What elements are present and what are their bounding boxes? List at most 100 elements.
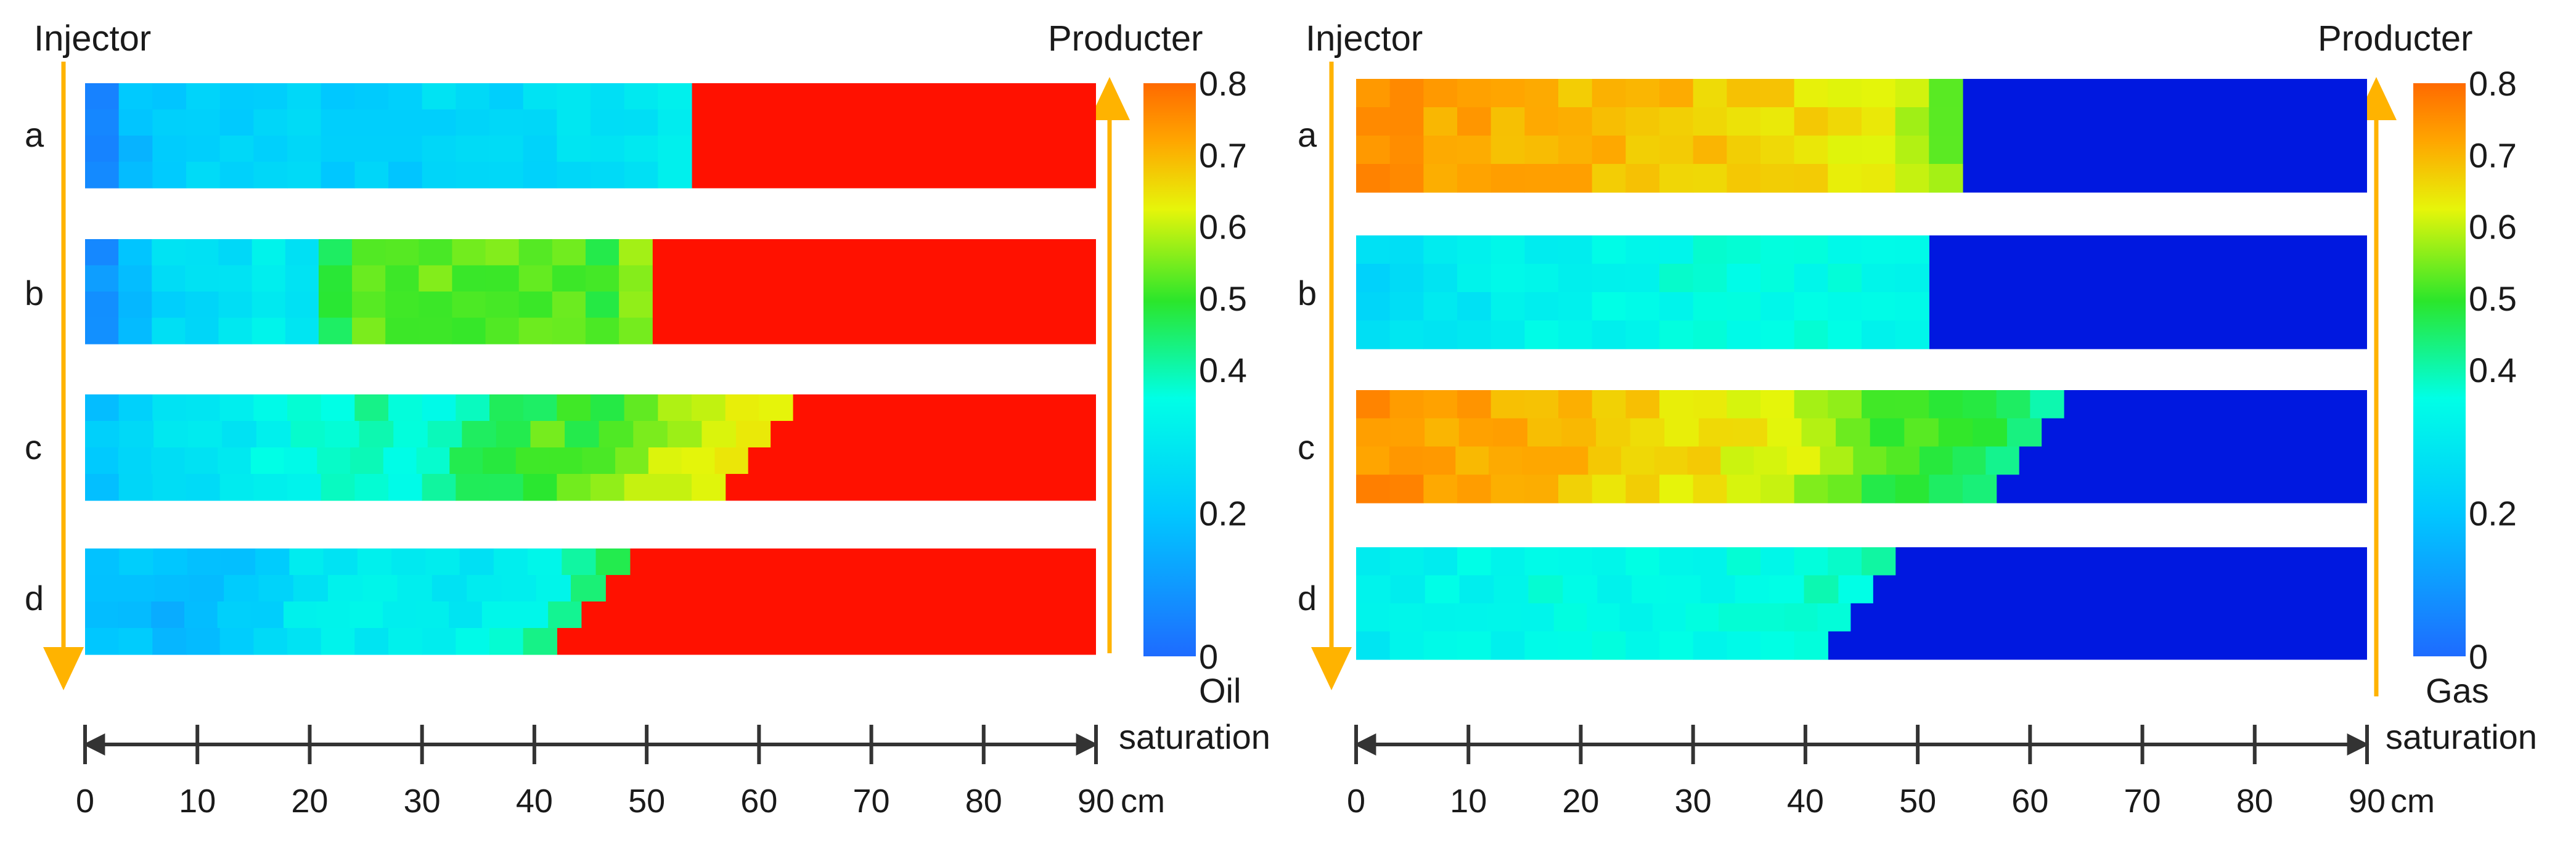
saturation-cell — [85, 109, 120, 136]
saturation-cell — [1457, 475, 1492, 504]
saturation-cell — [1455, 603, 1489, 632]
saturation-cell — [352, 317, 386, 344]
saturation-cell — [118, 265, 152, 292]
saturation-cell — [1767, 418, 1802, 447]
saturation-cell — [1653, 603, 1687, 632]
saturation-cell — [350, 601, 383, 629]
saturation-cell — [624, 83, 658, 110]
saturation-cell — [549, 447, 583, 475]
saturation-cell — [362, 575, 398, 602]
saturation-cell — [1389, 320, 1424, 349]
saturation-cell — [1356, 235, 1391, 264]
saturation-cell — [354, 394, 389, 422]
saturation-cell — [219, 136, 254, 163]
saturation-cell — [1720, 446, 1754, 475]
saturation-cell — [253, 109, 288, 136]
saturation-cell — [1558, 164, 1593, 193]
saturation-cell — [1895, 79, 1929, 108]
saturation-cell — [350, 447, 384, 475]
saturation-cell — [1659, 631, 1694, 660]
saturation-cell — [118, 292, 152, 319]
saturation-cell — [1490, 164, 1525, 193]
saturation-cell — [1625, 320, 1660, 349]
saturation-cell — [1828, 475, 1862, 504]
saturation-cell — [152, 628, 187, 655]
saturation-cell — [489, 136, 524, 163]
saturation-cell — [1421, 603, 1455, 632]
saturation-cell — [1524, 475, 1559, 504]
saturation-cell — [648, 447, 682, 475]
swept-zone-cell — [652, 265, 1096, 292]
swept-zone-cell — [1929, 320, 2367, 349]
saturation-cell — [152, 83, 187, 110]
saturation-cell — [354, 474, 389, 501]
saturation-cell — [287, 83, 322, 110]
saturation-cell — [633, 421, 668, 448]
swept-zone-cell — [1929, 235, 2367, 264]
saturation-cell — [1389, 136, 1424, 165]
saturation-cell — [1769, 575, 1805, 604]
saturation-cell — [1794, 547, 1828, 576]
saturation-cell — [1524, 292, 1559, 321]
saturation-cell — [318, 265, 353, 292]
row-label-d: d — [1298, 579, 1317, 618]
row-label-c: c — [25, 428, 42, 467]
swept-zone-cell — [692, 83, 1096, 110]
saturation-cell — [585, 317, 619, 344]
saturation-cell — [224, 575, 260, 602]
colorbar: 0 0.2 0.4 0.5 0.6 0.7 0.8 Oil saturation — [1119, 64, 1270, 756]
saturation-cell — [352, 239, 386, 266]
colorbar-title-line2: saturation — [2386, 717, 2537, 756]
saturation-cell — [1390, 418, 1425, 447]
saturation-cell — [562, 548, 597, 576]
saturation-cell — [1685, 603, 1719, 632]
saturation-cell — [1929, 107, 1963, 136]
saturation-cell — [287, 136, 322, 163]
saturation-cell — [118, 601, 152, 629]
saturation-cell — [1659, 390, 1694, 419]
saturation-cell — [536, 575, 571, 602]
saturation-cell — [1838, 575, 1873, 604]
saturation-cell — [485, 317, 520, 344]
saturation-cell — [388, 109, 423, 136]
saturation-cell — [1597, 575, 1632, 604]
saturation-cell — [388, 474, 423, 501]
saturation-cell — [186, 109, 221, 136]
swept-zone-cell — [1873, 575, 2367, 604]
saturation-cell — [391, 548, 426, 576]
saturation-cell — [283, 601, 317, 629]
saturation-cell — [449, 447, 483, 475]
saturation-cell — [85, 292, 119, 319]
saturation-cell — [1693, 136, 1727, 165]
saturation-cell — [118, 447, 152, 475]
producer-arrow — [1089, 77, 1130, 653]
saturation-cell — [1457, 235, 1492, 264]
saturation-cell — [485, 239, 520, 266]
saturation-cell — [1389, 603, 1423, 632]
saturation-cell — [1356, 320, 1391, 349]
axis-tick-label: 0 — [76, 783, 94, 820]
saturation-cell — [287, 474, 322, 501]
saturation-cell — [619, 317, 653, 344]
saturation-cell — [557, 109, 591, 136]
saturation-cell — [1929, 136, 1963, 165]
swept-zone-cell — [2064, 390, 2367, 419]
saturation-cell — [1457, 547, 1492, 576]
saturation-cell — [1828, 547, 1862, 576]
saturation-cell — [218, 265, 253, 292]
saturation-cell — [1490, 547, 1525, 576]
swept-zone-cell — [652, 239, 1096, 266]
saturation-cell — [221, 548, 256, 576]
saturation-cell — [1455, 446, 1489, 475]
saturation-cell — [1718, 603, 1752, 632]
saturation-cell — [1952, 446, 1986, 475]
saturation-cell — [1973, 418, 2008, 447]
saturation-cell — [1820, 446, 1854, 475]
saturation-cell — [1659, 547, 1694, 576]
saturation-cell — [1751, 603, 1785, 632]
saturation-cell — [1356, 164, 1391, 193]
saturation-cell — [1664, 418, 1699, 447]
saturation-cell — [1423, 547, 1458, 576]
saturation-cell — [619, 239, 653, 266]
saturation-cell — [1727, 107, 1761, 136]
